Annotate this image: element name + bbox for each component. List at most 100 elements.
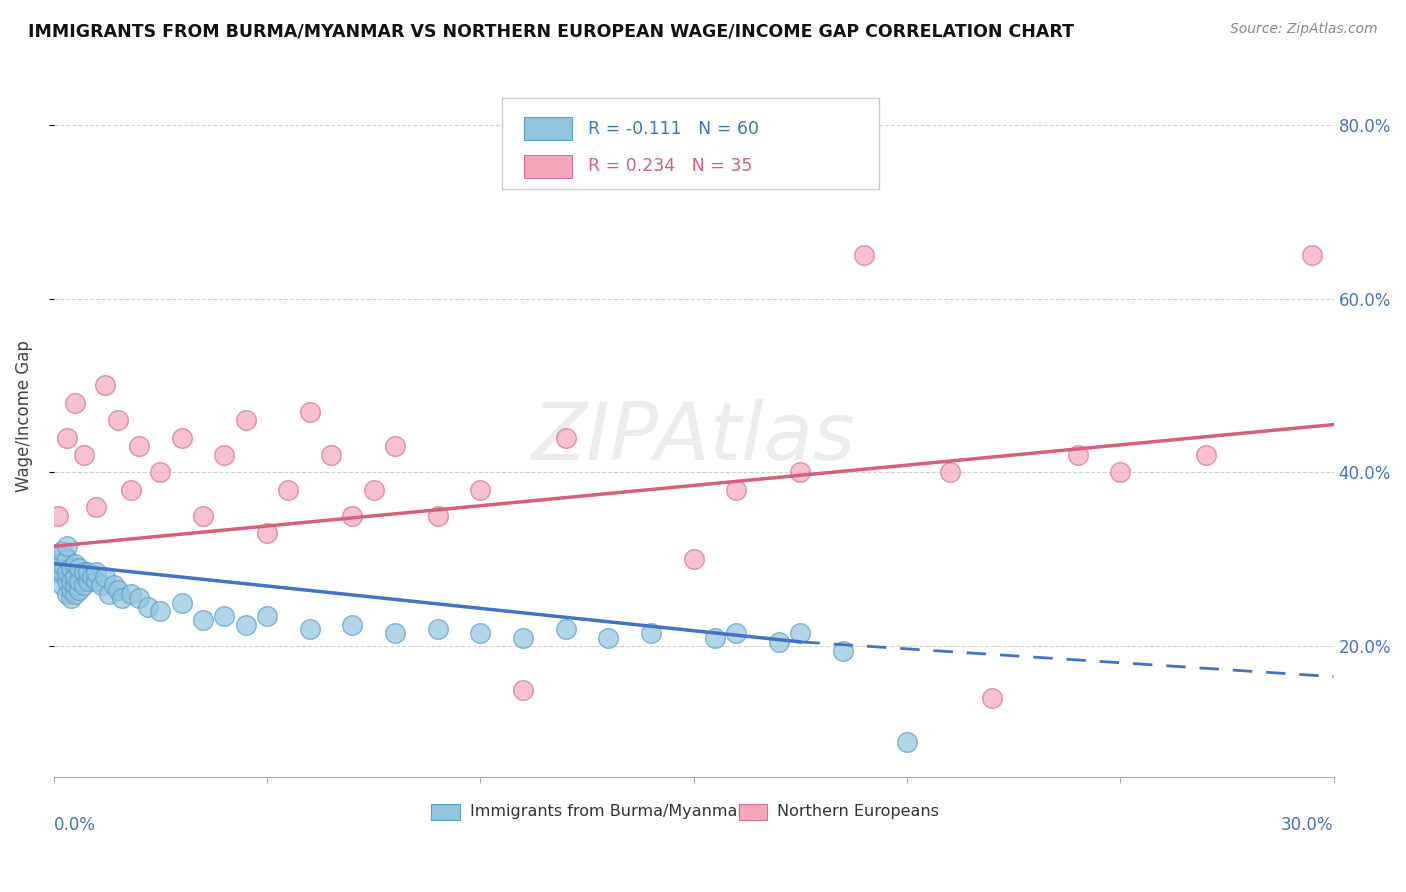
Point [256,526,278,541]
Point [554,622,576,636]
Text: Source: ZipAtlas.com: Source: ZipAtlas.com [1230,22,1378,37]
Point [46,566,69,580]
Point [1066,448,1088,462]
Point [896,735,918,749]
Point [768,635,790,649]
Point [426,508,449,523]
Point [73,448,96,462]
Point [149,604,172,618]
Point [111,591,134,606]
Point [73,578,96,592]
Point [55,539,77,553]
Point [136,600,159,615]
Point [598,631,620,645]
Point [51,543,73,558]
Point [1109,466,1132,480]
Point [77,566,100,580]
Point [256,608,278,623]
Point [512,631,534,645]
Point [298,404,321,418]
Point [704,631,727,645]
Point [1195,448,1218,462]
Point [51,557,73,571]
Point [512,682,534,697]
Point [86,566,108,580]
Point [384,626,406,640]
Point [682,552,704,566]
Point [640,626,662,640]
Point [426,622,449,636]
Point [789,626,811,640]
Point [363,483,385,497]
Point [342,508,364,523]
Point [59,561,82,575]
Point [51,578,73,592]
Point [63,570,86,584]
Text: R = -0.111   N = 60: R = -0.111 N = 60 [588,120,758,137]
Point [46,508,69,523]
Point [63,396,86,410]
Point [46,557,69,571]
Point [725,483,748,497]
Point [107,413,129,427]
Text: Northern Europeans: Northern Europeans [778,805,939,820]
Point [470,626,492,640]
Point [149,466,172,480]
Point [321,448,343,462]
Point [298,622,321,636]
Point [120,483,142,497]
Point [214,448,236,462]
Point [86,500,108,515]
Point [235,413,257,427]
Text: 0.0%: 0.0% [53,816,96,834]
Text: IMMIGRANTS FROM BURMA/MYANMAR VS NORTHERN EUROPEAN WAGE/INCOME GAP CORRELATION C: IMMIGRANTS FROM BURMA/MYANMAR VS NORTHER… [28,22,1074,40]
Point [90,578,112,592]
Point [59,582,82,597]
FancyBboxPatch shape [502,98,879,188]
Point [120,587,142,601]
Point [235,617,257,632]
Point [73,566,96,580]
Point [77,574,100,588]
Point [98,587,121,601]
Point [59,591,82,606]
Point [938,466,960,480]
Point [191,508,214,523]
Point [470,483,492,497]
Point [67,561,90,575]
Point [342,617,364,632]
Point [82,570,104,584]
Point [46,548,69,562]
Point [55,587,77,601]
Point [1301,248,1323,262]
Y-axis label: Wage/Income Gap: Wage/Income Gap [15,340,32,491]
FancyBboxPatch shape [523,154,572,178]
Point [63,557,86,571]
Point [103,578,125,592]
Point [191,613,214,627]
Point [128,439,150,453]
Point [59,574,82,588]
Text: 30.0%: 30.0% [1281,816,1334,834]
Point [55,566,77,580]
FancyBboxPatch shape [432,804,460,820]
Point [832,643,855,657]
Point [789,466,811,480]
Point [107,582,129,597]
FancyBboxPatch shape [523,117,572,140]
Point [55,552,77,566]
Text: R = 0.234   N = 35: R = 0.234 N = 35 [588,157,752,175]
Point [55,431,77,445]
Point [853,248,876,262]
Point [63,587,86,601]
Point [128,591,150,606]
FancyBboxPatch shape [738,804,766,820]
Point [67,582,90,597]
Point [277,483,299,497]
Point [554,431,576,445]
Point [55,574,77,588]
Point [725,626,748,640]
Point [86,574,108,588]
Text: Immigrants from Burma/Myanmar: Immigrants from Burma/Myanmar [470,805,744,820]
Text: ZIPAtlas: ZIPAtlas [531,399,856,476]
